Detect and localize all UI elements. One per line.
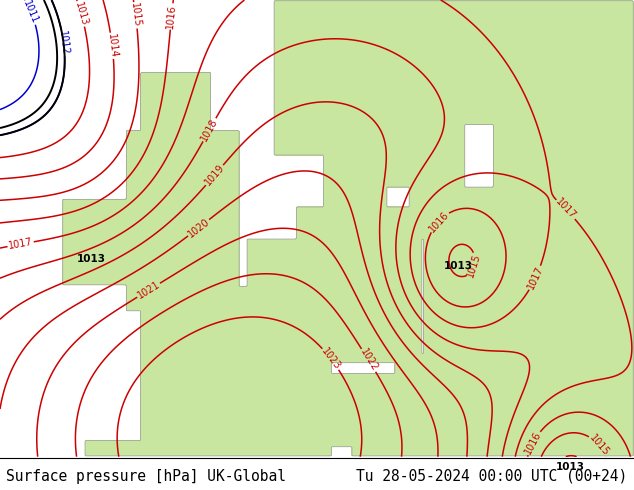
Text: Surface pressure [hPa] UK-Global: Surface pressure [hPa] UK-Global (6, 468, 287, 484)
Text: 1021: 1021 (136, 279, 162, 301)
Text: 1011: 1011 (22, 0, 41, 25)
Text: 1013: 1013 (73, 0, 89, 27)
Text: 1020: 1020 (186, 216, 211, 239)
Text: 1016: 1016 (165, 4, 178, 29)
Text: 1019: 1019 (203, 163, 226, 188)
Text: 1014: 1014 (106, 33, 119, 59)
Text: 1013: 1013 (77, 254, 106, 265)
Text: 1015: 1015 (587, 433, 611, 458)
Text: 1016: 1016 (523, 430, 543, 456)
Text: 1013: 1013 (556, 462, 585, 472)
Text: 1016: 1016 (427, 209, 451, 234)
Text: 1022: 1022 (358, 347, 379, 373)
Text: 1023: 1023 (320, 346, 342, 372)
Text: 1017: 1017 (8, 237, 34, 251)
Text: 1018: 1018 (199, 117, 220, 143)
Text: 1015: 1015 (466, 252, 482, 279)
Text: 1017: 1017 (526, 265, 545, 291)
Text: Tu 28-05-2024 00:00 UTC (00+24): Tu 28-05-2024 00:00 UTC (00+24) (356, 468, 628, 484)
Text: 1012: 1012 (57, 30, 70, 56)
Text: 1013: 1013 (443, 261, 472, 270)
Text: 1017: 1017 (553, 197, 578, 221)
Text: 1015: 1015 (129, 2, 142, 28)
